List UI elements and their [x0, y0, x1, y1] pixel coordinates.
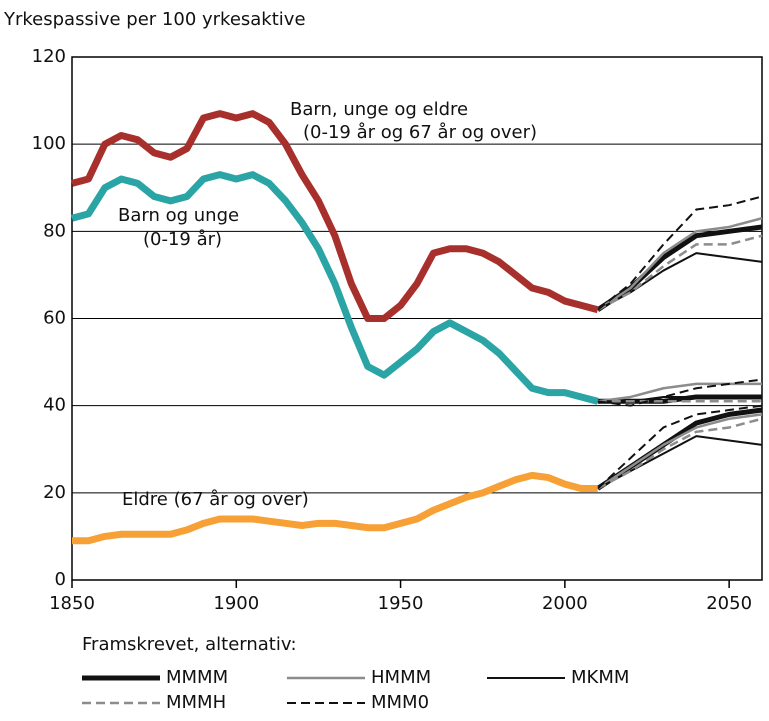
- series-label: Eldre (67 år og over): [122, 489, 309, 510]
- history-line: [71, 110, 599, 322]
- x-tick-label: 1900: [213, 593, 259, 614]
- y-tick-label: 40: [43, 395, 66, 416]
- legend-label: HMMM: [371, 667, 431, 688]
- projection-line: [597, 435, 763, 490]
- y-tick-label: 100: [32, 133, 66, 154]
- y-tick-label: 80: [43, 220, 66, 241]
- y-tick-label: 0: [55, 569, 66, 590]
- y-tick-label: 20: [43, 482, 66, 503]
- projection-line: [597, 234, 763, 311]
- history-line: [72, 471, 598, 545]
- projection-line: [597, 195, 763, 311]
- legend-label: MMM0: [371, 692, 429, 713]
- x-tick-label: 2050: [706, 593, 752, 614]
- projection-line: [597, 413, 763, 490]
- plot-frame: [71, 56, 763, 581]
- legend-label: MMMM: [166, 667, 228, 688]
- y-tick-label: 120: [32, 46, 66, 67]
- history-line: [71, 171, 599, 405]
- series-label: (0-19 år): [143, 229, 222, 250]
- series-label: Barn og unge: [118, 205, 239, 226]
- legend-title: Framskrevet, alternativ:: [82, 634, 297, 655]
- series-label: Barn, unge og eldre: [290, 99, 468, 120]
- x-tick-label: 1850: [49, 593, 95, 614]
- y-tick-label: 60: [43, 308, 66, 329]
- x-tick-label: 2000: [542, 593, 588, 614]
- series-label: (0-19 år og 67 år og over): [303, 122, 537, 143]
- projection-line: [597, 217, 763, 311]
- x-tick-label: 1950: [378, 593, 424, 614]
- chart-title: Yrkespassive per 100 yrkesaktive: [3, 9, 306, 30]
- projection-line: [597, 378, 763, 407]
- projection-line: [597, 417, 763, 490]
- legend-label: MMMH: [166, 692, 226, 713]
- projection-line: [597, 395, 762, 403]
- legend-label: MKMM: [571, 667, 629, 688]
- projection-line: [597, 252, 763, 311]
- projection-line: [597, 382, 762, 403]
- projection-line: [596, 407, 763, 491]
